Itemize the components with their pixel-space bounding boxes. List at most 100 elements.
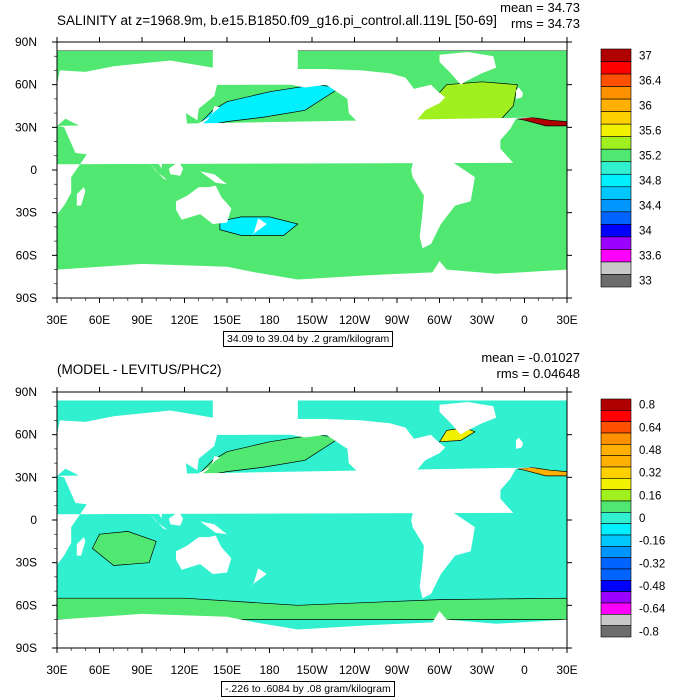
x-tick-label: 150E	[213, 313, 241, 327]
x-tick-label: 30W	[470, 663, 495, 677]
land-africa	[57, 467, 539, 565]
mean-label: mean = -0.01027	[481, 350, 580, 365]
colorbar-label: 35.2	[639, 150, 661, 162]
x-tick-label: 30E	[46, 663, 67, 677]
y-tick-label: 30N	[15, 120, 37, 134]
land-australia	[176, 535, 232, 574]
land-south_america	[411, 154, 475, 249]
colorbar-box	[600, 512, 632, 524]
land-newguinea	[200, 521, 227, 535]
contour-info: -.226 to .6084 by .08 gram/kilogram	[221, 681, 395, 697]
colorbar-label: 0.16	[639, 490, 661, 502]
y-tick-label: 0	[30, 513, 37, 527]
region-indian-ocean	[91, 531, 157, 566]
colorbar-box	[600, 98, 632, 112]
y-tick-label: 90S	[16, 291, 37, 305]
land-japan	[198, 106, 220, 126]
colorbar-label: 0.48	[639, 445, 661, 457]
x-tick-label: 120W	[339, 663, 371, 677]
colorbar-box	[600, 432, 632, 445]
x-tick-label: 30E	[556, 313, 577, 327]
colorbar-label: 36	[639, 100, 652, 112]
colorbar-box	[600, 614, 632, 626]
x-tick-label: 30E	[46, 313, 67, 327]
land-nz	[251, 568, 267, 586]
x-tick-label: 90W	[385, 663, 410, 677]
colorbar-box	[600, 455, 632, 468]
y-tick-label: 60N	[15, 428, 37, 442]
x-tick-label: 60W	[427, 313, 452, 327]
colorbar-label: 35.6	[639, 125, 661, 137]
colorbar-label: 34.4	[639, 201, 662, 213]
colorbar-box	[600, 236, 632, 250]
land-madagascar	[76, 187, 86, 206]
colorbar-box	[600, 466, 632, 479]
land-uk	[516, 87, 524, 99]
mean-label: mean = 34.73	[500, 0, 580, 15]
x-tick-label: 60E	[89, 313, 110, 327]
colorbar: 0.8 0.64 0.48 0.32 0.16 0 -0.16 -0.32 -0.48 -0.64…	[600, 398, 666, 638]
colorbar-box	[600, 602, 632, 615]
land-antarctica	[57, 261, 567, 298]
land-eurasia	[57, 410, 284, 519]
colorbar-box	[600, 123, 632, 137]
colorbar-box	[600, 211, 632, 225]
salinity-map-svg: 30E 60E 90E 120E 150E 180 150W 120W 90W 60W 30W 0 30…	[15, 35, 662, 327]
colorbar-box	[600, 73, 632, 87]
land-australia	[176, 185, 232, 224]
colorbar-box	[600, 534, 632, 547]
colorbar-box	[600, 161, 632, 175]
land-bering_fill	[212, 50, 298, 85]
colorbar-box	[600, 61, 632, 75]
x-tick-label: 90W	[385, 313, 410, 327]
colorbar-label: 0.64	[639, 422, 662, 434]
colorbar-label: 0.8	[639, 400, 655, 412]
difference-panel: 30E 60E 90E 120E 150E 180 150W 120W 90W 60W 30W 0 30…	[0, 350, 700, 700]
colorbar-label: 34.8	[639, 176, 661, 188]
y-tick-label: 90S	[16, 641, 37, 655]
colorbar-box	[600, 148, 632, 163]
land-uk	[516, 437, 524, 449]
rms-label: rms = 0.04648	[496, 366, 580, 381]
land-antarctica	[57, 611, 567, 648]
region-north-pacific	[194, 84, 342, 128]
colorbar-label: -0.16	[639, 536, 665, 548]
land-arabia_fix	[57, 113, 66, 126]
y-tick-label: 60S	[16, 248, 37, 262]
x-tick-label: 60E	[89, 663, 110, 677]
y-tick-label: 30S	[16, 556, 37, 570]
colorbar: 37 36.4 36 35.6 35.2 34.8 34.4 34 33.6 33	[600, 48, 662, 288]
ocean-field	[57, 42, 567, 298]
colorbar-box	[600, 591, 632, 604]
colorbar-box	[600, 199, 632, 213]
land-madagascar	[76, 537, 86, 556]
y-tick-label: 30N	[15, 470, 37, 484]
y-tick-label: 90N	[15, 35, 37, 49]
contour-info: 34.09 to 39.04 by .2 gram/kilogram	[223, 331, 394, 347]
colorbar-box	[600, 580, 632, 592]
y-tick-label: 90N	[15, 385, 37, 399]
colorbar-box	[600, 224, 632, 238]
colorbar-box	[600, 523, 632, 536]
land-greenland	[439, 402, 497, 435]
x-tick-label: 150E	[213, 663, 241, 677]
chart-title: (MODEL - LEVITUS/PHC2)	[57, 362, 222, 377]
colorbar-label: 36.4	[639, 75, 662, 87]
region-north-pacific	[194, 434, 342, 478]
colorbar-label: 0.32	[639, 468, 661, 480]
salinity-panel: 30E 60E 90E 120E 150E 180 150W 120W 90W 60W 30W 0 30…	[15, 0, 662, 347]
colorbar-box	[600, 48, 632, 62]
colorbar-box	[600, 86, 632, 100]
ocean-field	[57, 392, 567, 648]
land-newguinea	[200, 171, 227, 185]
x-tick-label: 120W	[339, 313, 371, 327]
y-tick-label: 60N	[15, 78, 37, 92]
colorbar-box	[600, 261, 632, 275]
colorbar-label: -0.32	[639, 558, 665, 570]
land-japan	[198, 456, 220, 476]
rms-label: rms = 34.73	[510, 16, 580, 31]
colorbar-label: 34	[639, 226, 652, 238]
land-indonesia2	[168, 511, 184, 526]
land-north_america	[286, 69, 446, 159]
x-tick-label: 90E	[131, 313, 152, 327]
